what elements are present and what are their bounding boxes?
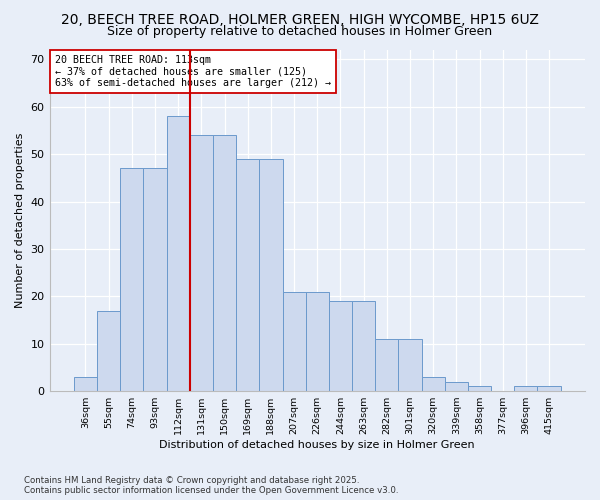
Bar	[422, 377, 445, 391]
Bar	[538, 386, 560, 391]
Bar	[329, 301, 352, 391]
Bar	[143, 168, 167, 391]
Bar	[259, 159, 283, 391]
Bar	[445, 382, 468, 391]
Text: Size of property relative to detached houses in Holmer Green: Size of property relative to detached ho…	[107, 25, 493, 38]
Bar	[236, 159, 259, 391]
X-axis label: Distribution of detached houses by size in Holmer Green: Distribution of detached houses by size …	[160, 440, 475, 450]
Bar	[213, 136, 236, 391]
Text: Contains HM Land Registry data © Crown copyright and database right 2025.
Contai: Contains HM Land Registry data © Crown c…	[24, 476, 398, 495]
Bar	[352, 301, 375, 391]
Text: 20, BEECH TREE ROAD, HOLMER GREEN, HIGH WYCOMBE, HP15 6UZ: 20, BEECH TREE ROAD, HOLMER GREEN, HIGH …	[61, 12, 539, 26]
Bar	[74, 377, 97, 391]
Bar	[468, 386, 491, 391]
Bar	[514, 386, 538, 391]
Text: 20 BEECH TREE ROAD: 113sqm
← 37% of detached houses are smaller (125)
63% of sem: 20 BEECH TREE ROAD: 113sqm ← 37% of deta…	[55, 55, 331, 88]
Bar	[167, 116, 190, 391]
Bar	[375, 339, 398, 391]
Bar	[120, 168, 143, 391]
Bar	[398, 339, 422, 391]
Bar	[305, 292, 329, 391]
Bar	[97, 310, 120, 391]
Y-axis label: Number of detached properties: Number of detached properties	[15, 133, 25, 308]
Bar	[190, 136, 213, 391]
Bar	[283, 292, 305, 391]
